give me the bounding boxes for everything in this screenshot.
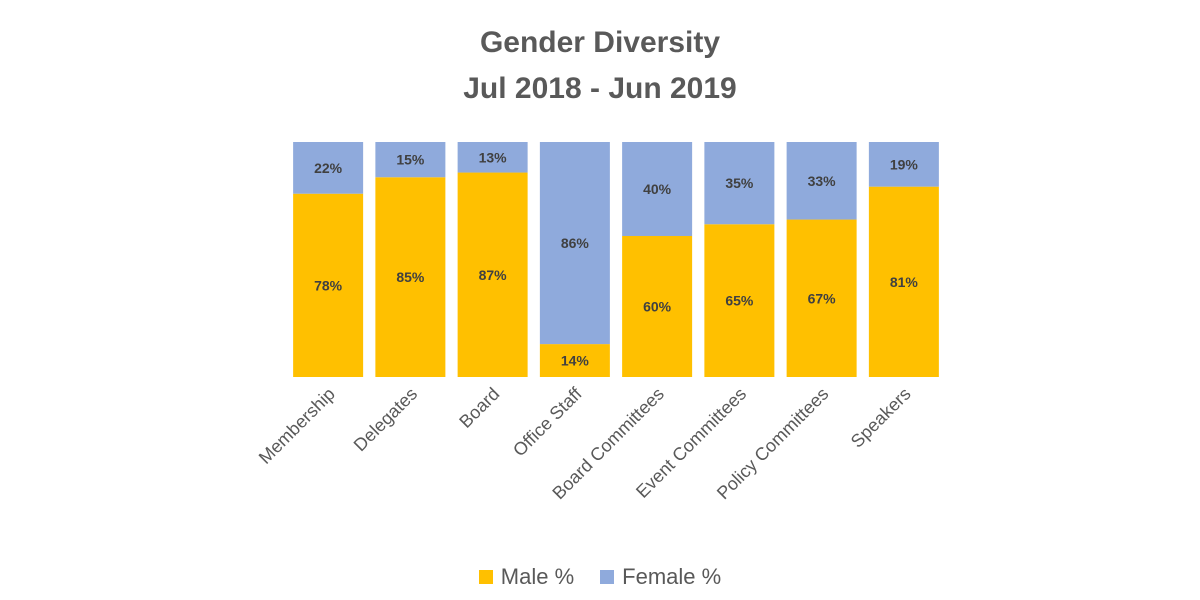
x-tick-label: Board <box>455 384 503 432</box>
x-tick-label: Membership <box>255 384 339 468</box>
bar-group: 85% 15% Delegates <box>350 142 446 455</box>
x-tick-label: Delegates <box>350 384 421 455</box>
bar-female <box>622 142 693 236</box>
bar-female <box>293 142 364 194</box>
data-label-male: 78% <box>314 277 343 293</box>
bar-male <box>539 344 610 377</box>
data-label-male: 85% <box>396 269 425 285</box>
data-label-male: 65% <box>725 293 754 309</box>
data-label-male: 60% <box>643 299 672 315</box>
bar-group: 81% 19% Speakers <box>847 142 939 452</box>
bar-group: 78% 22% Membership <box>255 142 364 468</box>
data-label-female: 15% <box>396 152 425 168</box>
data-label-male: 67% <box>808 290 837 306</box>
bar-female <box>539 142 610 345</box>
bar-male <box>457 172 528 377</box>
legend-swatch-female <box>600 570 615 584</box>
data-label-female: 86% <box>561 235 590 251</box>
x-tick-label: Speakers <box>847 384 915 452</box>
legend-label-female: Female % <box>622 564 722 589</box>
data-label-female: 22% <box>314 160 343 176</box>
bar-female <box>704 142 775 225</box>
bar-male <box>293 193 364 377</box>
legend-item-male: Male % <box>478 564 575 590</box>
data-label-female: 13% <box>479 149 508 165</box>
data-label-male: 87% <box>479 267 508 283</box>
bar-male <box>622 236 693 377</box>
bar-male <box>704 224 775 377</box>
bar-female <box>786 142 857 220</box>
legend-swatch-male <box>478 570 493 584</box>
data-label-female: 35% <box>725 175 754 191</box>
legend-item-female: Female % <box>600 564 721 590</box>
legend: Male % Female % <box>0 564 1200 590</box>
bar-group: 87% 13% Board <box>455 142 528 432</box>
bar-male <box>786 219 857 377</box>
bar-male <box>375 177 446 377</box>
bar-female <box>868 142 939 187</box>
data-label-male: 81% <box>890 274 919 290</box>
data-label-female: 33% <box>808 173 837 189</box>
x-tick-label: Office Staff <box>509 383 586 460</box>
bar-male <box>868 186 939 377</box>
bar-female <box>457 142 528 173</box>
data-label-female: 40% <box>643 181 672 197</box>
data-label-male: 14% <box>561 353 590 369</box>
chart-subtitle: Jul 2018 - Jun 2019 <box>463 72 737 105</box>
legend-label-male: Male % <box>500 564 575 589</box>
data-label-female: 19% <box>890 156 919 172</box>
bar-female <box>375 142 446 178</box>
chart-title: Gender Diversity <box>479 26 721 59</box>
